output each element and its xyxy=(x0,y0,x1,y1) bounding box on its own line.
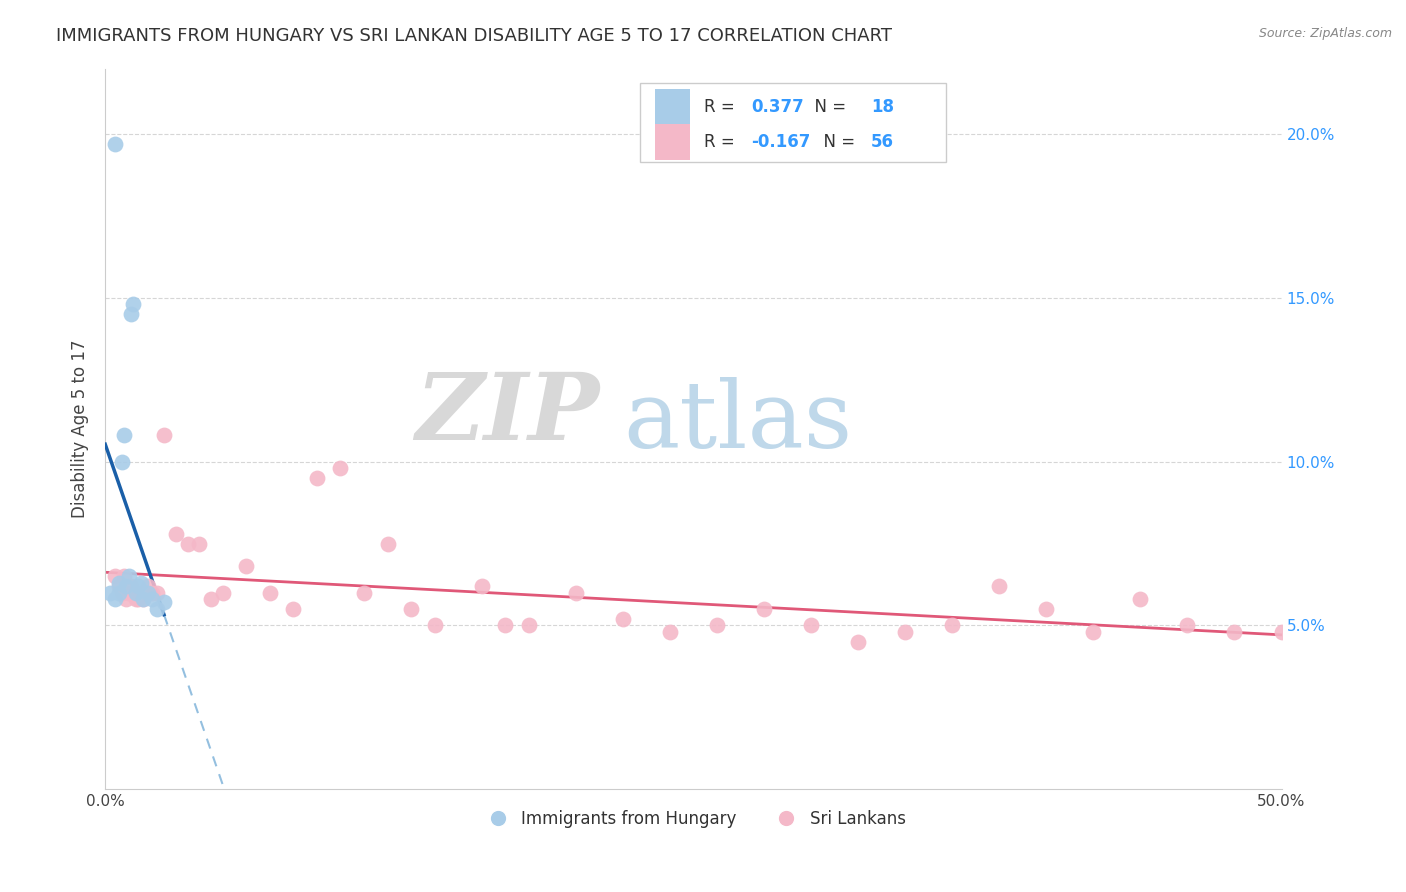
Point xyxy=(104,136,127,151)
Point xyxy=(120,307,142,321)
Point xyxy=(165,526,187,541)
Point xyxy=(1129,592,1152,607)
Point xyxy=(377,536,399,550)
Point xyxy=(612,612,634,626)
Point xyxy=(98,585,121,599)
Point xyxy=(846,635,869,649)
Point xyxy=(153,595,176,609)
Point xyxy=(283,602,305,616)
Text: R =: R = xyxy=(704,134,740,152)
Point xyxy=(146,585,169,599)
Text: 0.377: 0.377 xyxy=(751,98,804,116)
Text: Source: ZipAtlas.com: Source: ZipAtlas.com xyxy=(1258,27,1392,40)
Point xyxy=(112,428,135,442)
Point xyxy=(1270,624,1292,639)
Point xyxy=(122,297,145,311)
Legend: Immigrants from Hungary, Sri Lankans: Immigrants from Hungary, Sri Lankans xyxy=(474,804,912,835)
Point xyxy=(1083,624,1105,639)
Point xyxy=(132,592,155,607)
Point xyxy=(115,579,138,593)
Text: N =: N = xyxy=(813,134,860,152)
Point xyxy=(108,585,131,599)
Text: atlas: atlas xyxy=(623,376,852,467)
Text: 56: 56 xyxy=(870,134,894,152)
Point xyxy=(104,569,127,583)
Point xyxy=(752,602,775,616)
Point xyxy=(136,585,159,599)
Text: R =: R = xyxy=(704,98,740,116)
Point xyxy=(200,592,222,607)
Point xyxy=(122,585,145,599)
Point xyxy=(423,618,446,632)
Point xyxy=(146,602,169,616)
Point xyxy=(1223,624,1246,639)
Point xyxy=(111,455,134,469)
Point xyxy=(211,585,233,599)
Point xyxy=(127,592,149,607)
Point xyxy=(125,585,148,599)
Point xyxy=(988,579,1011,593)
Point xyxy=(188,536,211,550)
Text: IMMIGRANTS FROM HUNGARY VS SRI LANKAN DISABILITY AGE 5 TO 17 CORRELATION CHART: IMMIGRANTS FROM HUNGARY VS SRI LANKAN DI… xyxy=(56,27,893,45)
Point xyxy=(353,585,375,599)
Point xyxy=(129,575,152,590)
Point xyxy=(129,585,152,599)
Point xyxy=(108,579,131,593)
Bar xyxy=(655,124,690,161)
Point xyxy=(494,618,516,632)
Point xyxy=(235,559,257,574)
Text: -0.167: -0.167 xyxy=(751,134,810,152)
Point xyxy=(305,471,328,485)
Text: N =: N = xyxy=(804,98,851,116)
Point xyxy=(127,579,149,593)
Point xyxy=(108,575,131,590)
Point xyxy=(658,624,681,639)
Point xyxy=(134,585,156,599)
Point xyxy=(706,618,728,632)
Point xyxy=(136,579,159,593)
Point xyxy=(111,585,134,599)
Point xyxy=(800,618,823,632)
Point xyxy=(1177,618,1199,632)
Point xyxy=(112,569,135,583)
Point xyxy=(517,618,540,632)
Point xyxy=(259,585,281,599)
Point xyxy=(104,592,127,607)
Point xyxy=(894,624,917,639)
Point xyxy=(115,592,138,607)
Point xyxy=(125,592,148,607)
Point xyxy=(153,428,176,442)
Point xyxy=(471,579,494,593)
Point xyxy=(176,536,198,550)
Point xyxy=(564,585,586,599)
Point xyxy=(941,618,963,632)
Point xyxy=(329,461,352,475)
Bar xyxy=(655,88,690,125)
Point xyxy=(118,585,141,599)
Y-axis label: Disability Age 5 to 17: Disability Age 5 to 17 xyxy=(72,340,89,518)
Text: ZIP: ZIP xyxy=(415,369,599,459)
Point xyxy=(118,569,141,583)
Point xyxy=(132,592,155,607)
Bar xyxy=(641,83,946,162)
Text: 18: 18 xyxy=(870,98,894,116)
Point xyxy=(399,602,422,616)
Point xyxy=(141,592,163,607)
Point xyxy=(141,585,163,599)
Point xyxy=(120,579,142,593)
Point xyxy=(1035,602,1057,616)
